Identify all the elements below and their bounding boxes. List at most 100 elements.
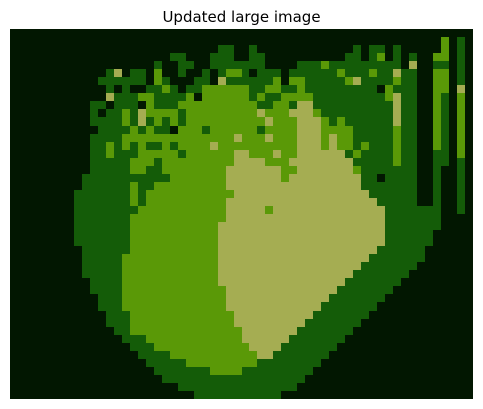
heatmap-cell bbox=[178, 37, 186, 45]
heatmap-cell bbox=[377, 158, 385, 166]
heatmap-cell bbox=[18, 343, 26, 351]
heatmap-cell bbox=[162, 294, 170, 302]
heatmap-cell bbox=[90, 53, 98, 61]
heatmap-cell bbox=[186, 29, 194, 37]
heatmap-cell bbox=[90, 134, 98, 142]
heatmap-cell bbox=[385, 198, 393, 206]
heatmap-cell bbox=[441, 117, 449, 126]
heatmap-cell bbox=[305, 383, 313, 391]
heatmap-cell bbox=[138, 45, 146, 53]
heatmap-cell bbox=[281, 302, 289, 311]
heatmap-cell bbox=[178, 166, 186, 174]
heatmap-cell bbox=[257, 109, 265, 117]
heatmap-cell bbox=[401, 117, 409, 126]
heatmap-cell bbox=[361, 367, 369, 375]
heatmap-cell bbox=[345, 222, 353, 230]
heatmap-cell bbox=[345, 158, 353, 166]
heatmap-cell bbox=[441, 158, 449, 166]
heatmap-cell bbox=[377, 343, 385, 351]
heatmap-cell bbox=[122, 134, 130, 142]
heatmap-cell bbox=[242, 238, 249, 246]
heatmap-cell bbox=[369, 367, 377, 375]
heatmap-cell bbox=[273, 69, 281, 77]
heatmap-cell bbox=[234, 302, 242, 311]
heatmap-cell bbox=[249, 150, 257, 158]
heatmap-cell bbox=[146, 230, 154, 238]
heatmap-cell bbox=[385, 327, 393, 335]
heatmap-cell bbox=[90, 117, 98, 126]
heatmap-cell bbox=[297, 270, 305, 278]
heatmap-cell bbox=[321, 230, 329, 238]
heatmap-cell bbox=[409, 69, 417, 77]
heatmap-cell bbox=[210, 158, 218, 166]
heatmap-cell bbox=[281, 117, 289, 126]
heatmap-cell bbox=[194, 319, 202, 327]
heatmap-cell bbox=[441, 230, 449, 238]
heatmap-cell bbox=[313, 142, 321, 150]
heatmap-cell bbox=[34, 126, 42, 134]
heatmap-cell bbox=[281, 190, 289, 198]
heatmap-cell bbox=[194, 246, 202, 254]
heatmap-cell bbox=[369, 61, 377, 69]
heatmap-cell bbox=[130, 343, 138, 351]
heatmap-cell bbox=[162, 359, 170, 367]
heatmap-cell bbox=[10, 343, 18, 351]
heatmap-cell bbox=[226, 238, 234, 246]
heatmap-cell bbox=[313, 383, 321, 391]
heatmap-cell bbox=[122, 101, 130, 109]
heatmap-cell bbox=[393, 294, 401, 302]
heatmap-cell bbox=[42, 302, 50, 311]
heatmap-cell bbox=[154, 262, 162, 270]
heatmap-cell bbox=[313, 278, 321, 286]
heatmap-cell bbox=[337, 302, 345, 311]
heatmap-cell bbox=[385, 335, 393, 343]
heatmap-cell bbox=[353, 278, 361, 286]
heatmap-cell bbox=[154, 166, 162, 174]
heatmap-cell bbox=[273, 134, 281, 142]
heatmap-cell bbox=[265, 278, 273, 286]
heatmap-cell bbox=[50, 29, 58, 37]
heatmap-cell bbox=[433, 126, 441, 134]
heatmap-cell bbox=[202, 117, 210, 126]
heatmap-cell bbox=[329, 294, 337, 302]
heatmap-cell bbox=[377, 109, 385, 117]
heatmap-cell bbox=[441, 142, 449, 150]
heatmap-cell bbox=[74, 375, 82, 383]
heatmap-cell bbox=[417, 134, 425, 142]
heatmap-cell bbox=[289, 77, 297, 85]
heatmap-cell bbox=[401, 61, 409, 69]
heatmap-cell bbox=[34, 278, 42, 286]
heatmap-cell bbox=[154, 109, 162, 117]
heatmap-cell bbox=[249, 117, 257, 126]
heatmap-cell bbox=[401, 29, 409, 37]
heatmap-cell bbox=[257, 222, 265, 230]
heatmap-cell bbox=[82, 101, 90, 109]
heatmap-cell bbox=[154, 126, 162, 134]
heatmap-cell bbox=[194, 278, 202, 286]
heatmap-cell bbox=[393, 246, 401, 254]
heatmap-cell bbox=[82, 335, 90, 343]
heatmap-cell bbox=[58, 101, 66, 109]
heatmap-cell bbox=[210, 383, 218, 391]
heatmap-cell bbox=[313, 391, 321, 399]
heatmap-cell bbox=[409, 246, 417, 254]
heatmap-cell bbox=[377, 311, 385, 319]
heatmap-cell bbox=[122, 93, 130, 101]
heatmap-cell bbox=[329, 166, 337, 174]
heatmap-cell bbox=[202, 375, 210, 383]
heatmap-cell bbox=[178, 367, 186, 375]
heatmap-cell bbox=[377, 383, 385, 391]
heatmap-cell bbox=[162, 93, 170, 101]
heatmap-cell bbox=[66, 270, 74, 278]
heatmap-cell bbox=[433, 190, 441, 198]
heatmap-cell bbox=[353, 246, 361, 254]
heatmap-cell bbox=[122, 198, 130, 206]
heatmap-cell bbox=[281, 150, 289, 158]
heatmap-cell bbox=[98, 182, 106, 190]
heatmap-cell bbox=[242, 254, 249, 262]
heatmap-cell bbox=[305, 117, 313, 126]
heatmap-cell bbox=[369, 69, 377, 77]
heatmap-cell bbox=[457, 85, 465, 93]
heatmap-cell bbox=[202, 238, 210, 246]
heatmap-cell bbox=[465, 198, 473, 206]
